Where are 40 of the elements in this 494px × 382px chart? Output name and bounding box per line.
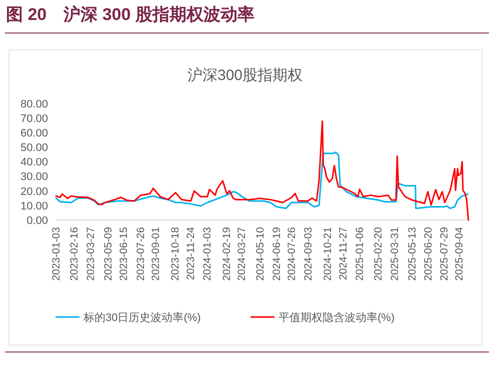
y-tick-label: 70.00 <box>20 112 48 125</box>
x-tick-label: 2025-01-06 <box>354 226 366 281</box>
y-tick-label: 60.00 <box>20 127 48 140</box>
x-tick-label: 2024-05-10 <box>254 226 266 281</box>
y-tick-label: 50.00 <box>20 142 48 154</box>
x-tick-label: 2024-11-27 <box>338 226 350 280</box>
x-tick-label: 2024-10-21 <box>322 226 334 281</box>
x-tick-label: 2024-07-26 <box>286 226 298 281</box>
x-tick-label: 2023-06-15 <box>118 226 130 281</box>
x-tick-label: 2024-06-19 <box>270 226 283 281</box>
chart-title: 图 20 沪深 300 股指期权波动率 <box>6 5 254 24</box>
x-tick-label: 2023-11-24 <box>184 226 197 280</box>
legend-label: 平值期权隐含波动率(%) <box>278 311 395 324</box>
y-tick-label: 20.00 <box>20 186 48 198</box>
x-tick-label: 2023-01-03 <box>50 226 62 281</box>
x-tick-label: 2024-01-03 <box>201 226 214 281</box>
x-tick-label: 2023-03-27 <box>84 226 97 281</box>
x-tick-label: 2024-02-19 <box>220 226 233 281</box>
y-tick-label: 10.00 <box>20 200 48 212</box>
x-tick-label: 2023-07-26 <box>134 226 147 281</box>
x-tick-label: 2025-09-04 <box>454 226 466 281</box>
chart-subtitle: 沪深300股指期权 <box>187 67 303 84</box>
x-tick-label: 2023-02-16 <box>68 226 81 281</box>
x-tick-label: 2025-07-29 <box>438 226 450 281</box>
y-tick-label: 80.00 <box>20 98 48 110</box>
legend-label: 标的30日历史波动率(%) <box>82 311 201 324</box>
y-tick-label: 30.00 <box>20 171 48 184</box>
x-tick-label: 2023-05-09 <box>102 226 115 281</box>
x-tick-label: 2025-03-31 <box>388 226 401 281</box>
y-tick-label: 40.00 <box>20 156 48 169</box>
x-tick-label: 2025-02-20 <box>372 226 385 281</box>
x-tick-label: 2025-05-13 <box>406 226 419 281</box>
x-tick-label: 2024-03-27 <box>236 226 248 281</box>
line-series <box>55 120 470 221</box>
x-tick-label: 2024-09-03 <box>302 226 314 281</box>
x-tick-label: 2023-09-01 <box>150 226 162 281</box>
y-tick-label: 0.00 <box>26 215 48 227</box>
x-tick-label: 2023-10-18 <box>170 226 182 281</box>
line-series <box>55 152 469 210</box>
x-tick-label: 2025-06-20 <box>422 226 434 281</box>
